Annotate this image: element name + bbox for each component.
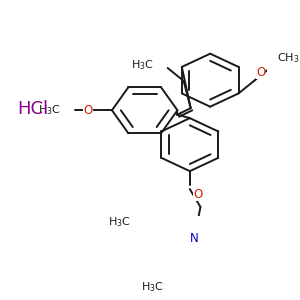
Text: N: N <box>190 232 199 245</box>
Text: H$_3$C: H$_3$C <box>141 280 164 294</box>
Text: H$_3$C: H$_3$C <box>38 103 61 117</box>
Text: CH$_3$: CH$_3$ <box>278 52 300 65</box>
Text: H$_3$C: H$_3$C <box>130 58 154 72</box>
Text: O: O <box>256 66 266 79</box>
Text: O: O <box>194 188 202 201</box>
Text: HCl: HCl <box>17 100 48 118</box>
Text: O: O <box>83 104 92 117</box>
Text: H$_3$C: H$_3$C <box>108 215 130 229</box>
